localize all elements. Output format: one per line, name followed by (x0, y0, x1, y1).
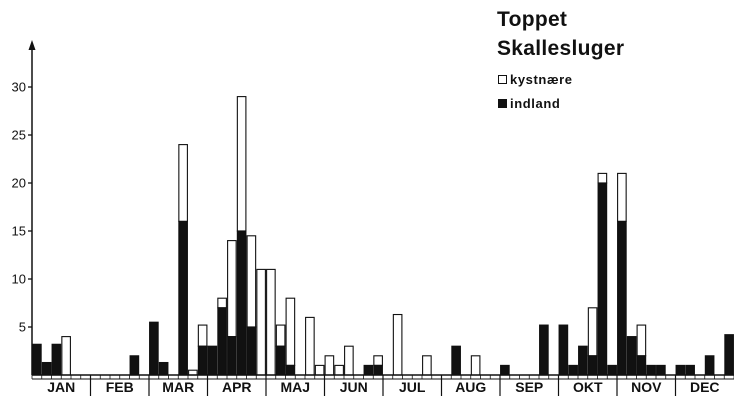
chart-title-line-2: Skallesluger (497, 37, 625, 60)
bar-indland-jun-6 (373, 364, 383, 376)
bar-indland-jan-1 (32, 343, 42, 376)
bar-indland-maj-3 (285, 364, 296, 376)
legend-label-kystnaere: kystnære (510, 72, 573, 87)
bar-kystnaere-mar-4 (178, 144, 188, 222)
bar-indland-apr-5 (246, 326, 257, 376)
bar-kystnaere-apr-5 (246, 235, 257, 328)
bar-indland-mar-1 (149, 321, 159, 376)
y-tick-label: 5 (19, 320, 26, 335)
bar-indland-mar-4 (178, 220, 188, 376)
bar-kystnaere-jul-2 (392, 313, 403, 376)
month-label-sep: SEP (515, 379, 543, 395)
chart-title-line-1: Toppet (497, 8, 568, 31)
bar-indland-okt-3 (578, 345, 588, 376)
month-label-maj: MAJ (280, 379, 310, 395)
bar-kystnaere-apr-3 (227, 240, 237, 338)
bar-indland-apr-4 (236, 230, 247, 376)
bar-kystnaere-okt-4 (587, 307, 598, 357)
bar-kystnaere-maj-3 (285, 297, 296, 366)
y-tick-label: 10 (12, 272, 26, 287)
bar-indland-maj-2 (275, 345, 286, 376)
bar-kystnaere-nov-3 (636, 324, 647, 357)
bar-kystnaere-aug-4 (470, 355, 481, 376)
month-label-jan: JAN (47, 379, 75, 395)
bar-kystnaere-maj-5 (305, 316, 315, 376)
bar-kystnaere-nov-1 (617, 172, 627, 222)
legend-item-indland: indland (498, 97, 560, 110)
bar-kystnaere-jan-4 (61, 336, 71, 376)
bar-indland-nov-2 (626, 336, 637, 376)
bar-indland-aug-2 (451, 345, 461, 376)
bar-kystnaere-maj-6 (314, 364, 325, 376)
month-label-jul: JUL (399, 379, 426, 395)
bar-kystnaere-apr-6 (256, 268, 266, 376)
bar-indland-apr-3 (227, 336, 237, 376)
legend-label-indland: indland (510, 96, 561, 111)
bar-kystnaere-maj-2 (275, 324, 286, 347)
bar-indland-jan-3 (51, 343, 62, 376)
bar-indland-okt-5 (597, 182, 608, 376)
month-label-mar: MAR (162, 379, 194, 395)
month-label-nov: NOV (631, 379, 662, 395)
bar-kystnaere-jun-1 (324, 355, 335, 376)
legend-item-kystnaere: kystnære (498, 73, 573, 86)
bar-indland-sep-1 (500, 364, 510, 376)
bar-indland-okt-4 (587, 355, 598, 376)
bar-kystnaere-mar-6 (197, 324, 208, 347)
bar-indland-okt-1 (558, 324, 569, 376)
bar-indland-okt-2 (568, 364, 578, 376)
month-label-jun: JUN (340, 379, 368, 395)
bar-indland-apr-2 (217, 307, 227, 376)
month-label-feb: FEB (106, 379, 134, 395)
legend-swatch-kystnaere (498, 75, 507, 84)
bar-kystnaere-okt-5 (597, 172, 608, 184)
bar-kystnaere-jul-5 (422, 355, 432, 376)
month-label-apr: APR (222, 379, 252, 395)
y-tick-label: 25 (12, 128, 26, 143)
month-label-dec: DEC (690, 379, 720, 395)
bar-kystnaere-apr-4 (236, 96, 247, 232)
bar-indland-dec-6 (724, 334, 734, 376)
bar-indland-okt-6 (607, 364, 617, 376)
bar-indland-nov-5 (656, 364, 666, 376)
y-axis-arrow (28, 40, 36, 50)
bar-kystnaere-maj-1 (266, 268, 276, 376)
bar-indland-nov-1 (617, 220, 627, 376)
bar-kystnaere-jun-2 (334, 364, 344, 376)
bar-indland-dec-1 (675, 364, 686, 376)
bar-indland-mar-6 (197, 345, 208, 376)
y-tick-label: 30 (12, 80, 26, 95)
month-label-okt: OKT (573, 379, 603, 395)
bar-indland-dec-4 (704, 355, 715, 376)
bar-indland-mar-2 (158, 361, 169, 376)
bar-indland-jan-2 (41, 361, 52, 376)
bar-indland-dec-2 (685, 364, 695, 376)
bar-indland-nov-4 (646, 364, 656, 376)
bar-indland-sep-5 (539, 324, 549, 376)
y-tick-label: 15 (12, 224, 26, 239)
legend-swatch-indland (498, 99, 507, 108)
bar-indland-nov-3 (636, 355, 647, 376)
bar-indland-jun-5 (363, 364, 374, 376)
bar-kystnaere-apr-2 (217, 297, 227, 309)
month-label-aug: AUG (455, 379, 486, 395)
bar-kystnaere-jun-6 (373, 355, 383, 366)
y-tick-label: 20 (12, 176, 26, 191)
bar-indland-apr-1 (207, 345, 218, 376)
bar-kystnaere-jun-3 (344, 345, 354, 376)
bar-indland-feb-5 (129, 355, 140, 376)
